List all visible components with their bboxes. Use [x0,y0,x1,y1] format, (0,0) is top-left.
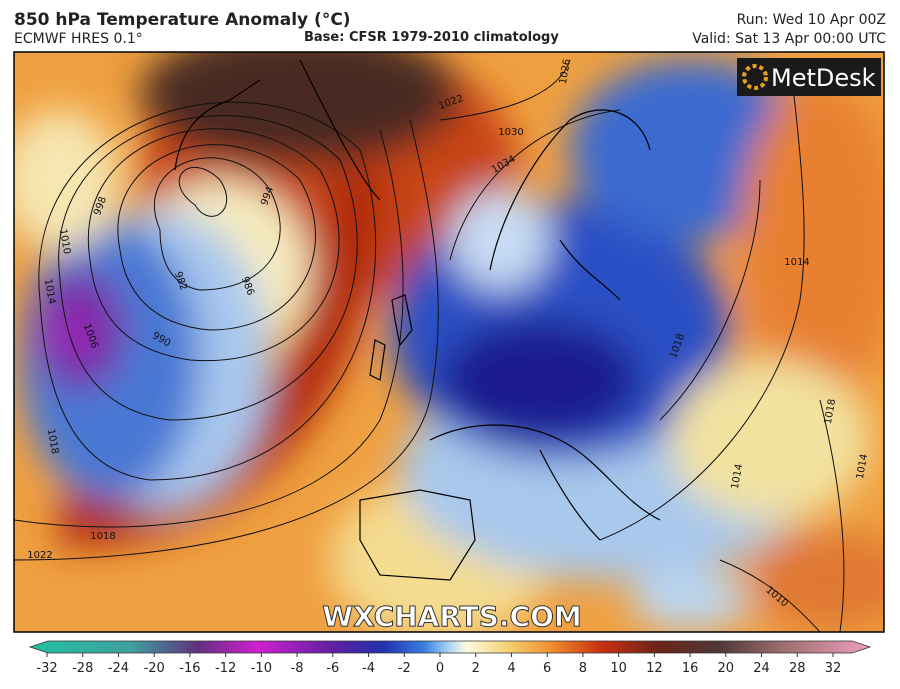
isobar-labels: 1026 1030 1034 1022 998 994 982 986 990 1006 1010 1… [27,58,870,609]
colorbar-ticks: -32 -28 -24 -20 -16 -12 -10 -8 -6 -4 -2 0 2 4 6 8 10 12 16… [36,653,841,676]
valid: Valid: Sat 13 Apr 00:00 UTC [692,31,886,47]
colorbar-tick-label: -20 [144,661,165,676]
colorbar-tick-label: 4 [507,661,515,676]
logo: MetDesk [771,64,876,92]
isobar-label: 1014 [784,257,809,268]
isobar-label: 1022 [437,93,465,112]
colorbar-tick-label: 20 [718,661,735,676]
isobar-label: 1018 [90,531,115,542]
colorbar-tick-label: 32 [825,661,842,676]
colorbar-tick-label: -4 [362,661,375,676]
colorbar-tick-label: -2 [398,661,411,676]
isobar-label: 1026 [558,58,573,85]
colorbar-tick-label: -24 [108,661,129,676]
colorbar-tick-label: 24 [753,661,770,676]
watermark: WXCHARTS.COM [322,600,582,633]
isobar-label: 1010 [763,585,790,610]
colorbar [28,640,872,654]
isobar-label: 994 [259,185,276,207]
isobar-label: 1014 [42,278,57,305]
isobar-label: 1018 [668,332,687,360]
coastlines [174,59,661,581]
colorbar-tick-label: 12 [646,661,663,676]
colorbar-tick-label: 28 [789,661,806,676]
colorbar-tick-label: -16 [179,661,200,676]
colorbar-tick-label: 8 [579,661,587,676]
isobars [14,59,845,632]
colorbar-tick-label: -12 [215,661,236,676]
colorbar-tick-label: 2 [472,661,480,676]
isobar-label: 986 [239,275,256,297]
logo-box [737,58,881,96]
isobar-label: 1014 [730,463,745,490]
colorbar-tick-label: -32 [36,661,57,676]
colorbar-tick-label: 0 [436,661,444,676]
base: Base: CFSR 1979-2010 climatology [304,30,559,45]
model: ECMWF HRES 0.1° [14,31,143,47]
colorbar-tick-label: 6 [543,661,551,676]
colorbar-tick-label: -6 [326,661,339,676]
isobar-label: 998 [92,195,109,217]
isobar-label: 1018 [823,398,838,425]
colorbar-tick-label: -8 [291,661,304,676]
isobar-label: 1030 [498,127,523,138]
isobar-label: 1014 [855,453,870,480]
colorbar-tick-label: 10 [610,661,627,676]
map-frame [13,51,885,633]
logo-icon [742,64,768,90]
isobar-label: 1022 [27,550,52,561]
isobar-label: 1006 [81,322,100,350]
colorbar-tick-label: 16 [682,661,699,676]
isobar-label: 990 [150,330,172,349]
run: Run: Wed 10 Apr 00Z [736,12,886,28]
isobar-label: 1034 [490,154,518,176]
title: 850 hPa Temperature Anomaly (°C) [14,10,351,30]
isobar-label: 1018 [45,428,60,455]
isobar-label: 1010 [57,228,72,255]
field: 1026 1030 1034 1022 998 994 982 986 990 1006 1010 1… [14,52,884,633]
colorbar-tick-label: -28 [72,661,93,676]
colorbar-tick-label: -10 [251,661,272,676]
isobar-label: 982 [172,270,189,292]
